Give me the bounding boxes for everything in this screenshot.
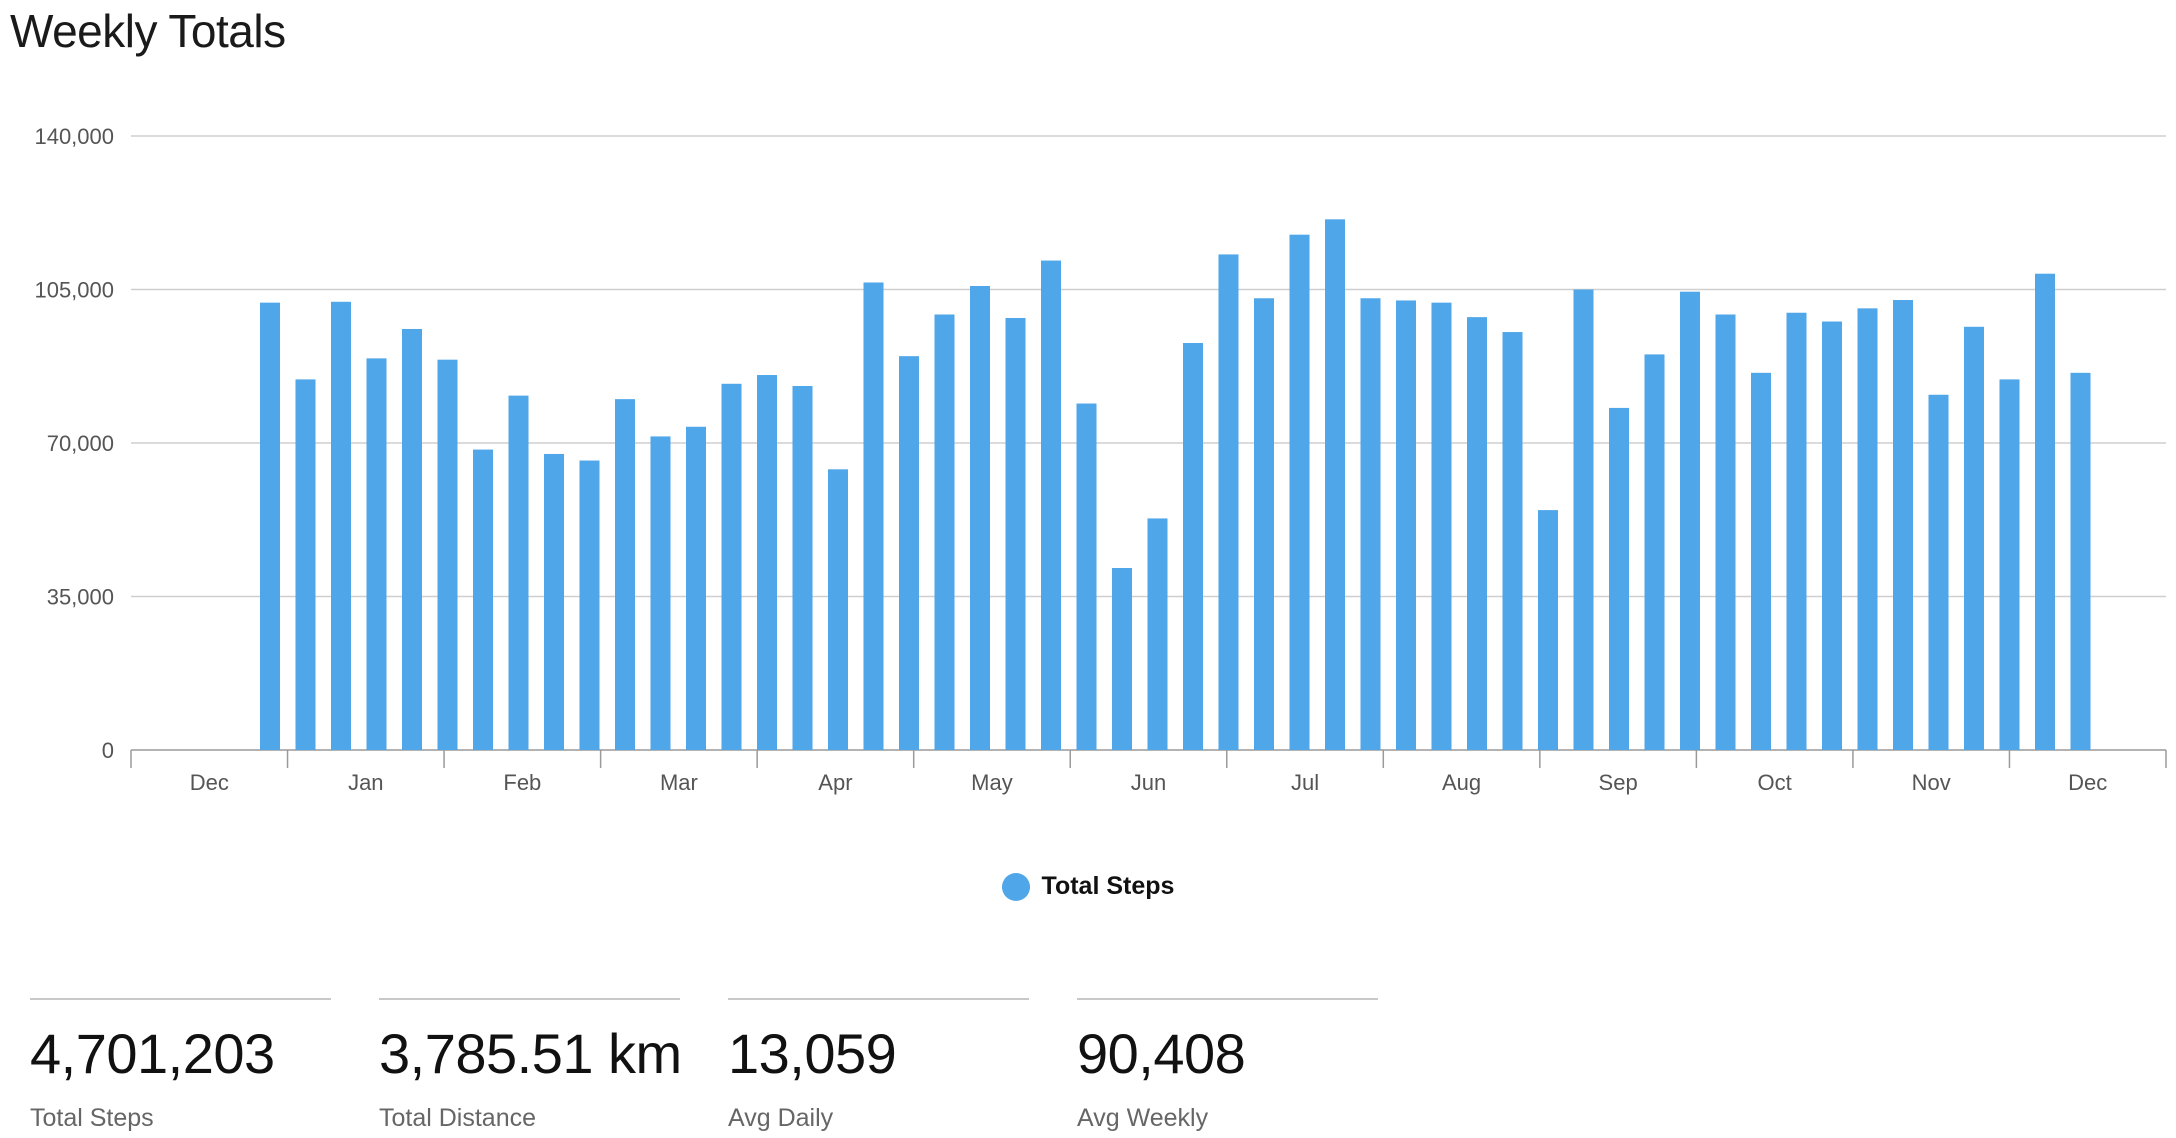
bar[interactable] [1325, 219, 1345, 751]
bar[interactable] [2035, 273, 2055, 750]
x-tick-label: Dec [190, 770, 229, 795]
x-tick-label: Aug [1442, 770, 1481, 795]
bar[interactable] [544, 453, 564, 750]
stat-value: 13,059 [728, 1022, 897, 1085]
stat-value: 90,408 [1077, 1022, 1246, 1085]
bar[interactable] [2070, 372, 2091, 750]
bar[interactable] [295, 379, 316, 750]
summary-stats: 4,701,203 Total Steps 3,785.51 km Total … [30, 998, 1426, 1133]
legend-swatch-icon [1001, 872, 1030, 901]
stat-label: Total Steps [30, 1104, 154, 1132]
stat-total-steps: 4,701,203 Total Steps [30, 998, 331, 1133]
bar[interactable] [792, 385, 813, 750]
bar[interactable] [1715, 314, 1736, 750]
bar[interactable] [1893, 300, 1913, 750]
bar[interactable] [1573, 289, 1594, 751]
bar[interactable] [721, 383, 742, 750]
x-tick-label: Apr [818, 770, 852, 795]
bar[interactable] [757, 375, 777, 750]
stat-label: Avg Weekly [1077, 1104, 1209, 1132]
x-tick-label: Jul [1291, 770, 1319, 795]
y-tick-label: 70,000 [47, 431, 114, 456]
bar[interactable] [970, 285, 990, 750]
bar[interactable] [1822, 321, 1842, 750]
weekly-steps-chart: 0 35,000 70,000 105,000 140,000 Dec Jan Feb Mar A… [34, 124, 2167, 795]
bar[interactable] [1502, 332, 1523, 750]
bar[interactable] [1218, 254, 1239, 750]
x-tick-label: Dec [2068, 770, 2107, 795]
stat-label: Total Distance [379, 1104, 537, 1132]
bar[interactable] [1928, 394, 1949, 750]
bar[interactable] [1538, 510, 1558, 750]
stat-avg-weekly: 90,408 Avg Weekly [1077, 998, 1378, 1133]
stat-value: 3,785.51 km [379, 1022, 682, 1085]
bar[interactable] [1396, 300, 1416, 750]
stat-avg-daily: 13,059 Avg Daily [728, 998, 1029, 1133]
bar[interactable] [1076, 403, 1097, 750]
legend-label: Total Steps [1041, 872, 1175, 900]
x-tick-label: Jan [348, 770, 383, 795]
bar[interactable] [899, 356, 919, 750]
chart-legend: Total Steps [0, 872, 2176, 901]
bar[interactable] [1857, 308, 1878, 750]
x-tick-label: Mar [660, 770, 698, 795]
bar[interactable] [437, 359, 458, 750]
x-tick-label: Oct [1758, 770, 1792, 795]
bar[interactable] [686, 426, 706, 750]
bar[interactable] [260, 302, 280, 750]
y-tick-label: 140,000 [34, 124, 114, 149]
bar[interactable] [828, 469, 848, 750]
x-tick-label: Sep [1599, 770, 1638, 795]
bar[interactable] [1005, 318, 1026, 750]
bar[interactable] [1112, 567, 1132, 750]
stat-total-distance: 3,785.51 km Total Distance [379, 998, 682, 1133]
bar[interactable] [1041, 260, 1061, 750]
bar[interactable] [1964, 326, 1984, 750]
bar[interactable] [508, 395, 529, 750]
y-tick-label: 105,000 [34, 278, 114, 303]
bar[interactable] [1431, 302, 1452, 750]
bar[interactable] [402, 328, 422, 750]
bar[interactable] [1680, 291, 1700, 750]
bar[interactable] [1360, 298, 1381, 750]
bar[interactable] [1467, 317, 1487, 750]
y-tick-label: 0 [102, 738, 114, 763]
bar[interactable] [1609, 407, 1629, 750]
bar[interactable] [1289, 234, 1310, 750]
x-tick-label: Jun [1131, 770, 1166, 795]
stat-value: 4,701,203 [30, 1022, 275, 1085]
legend-item-total-steps[interactable]: Total Steps [1001, 872, 1175, 901]
bar[interactable] [650, 436, 671, 750]
bar[interactable] [1147, 518, 1168, 750]
bar[interactable] [1644, 354, 1665, 750]
stat-label: Avg Daily [728, 1104, 834, 1132]
bar[interactable] [366, 358, 387, 750]
bar[interactable] [934, 314, 955, 750]
bar[interactable] [1786, 312, 1807, 750]
x-tick-label: May [971, 770, 1013, 795]
bar[interactable] [1254, 298, 1274, 750]
bar[interactable] [1183, 343, 1203, 750]
bar[interactable] [473, 449, 493, 750]
bar[interactable] [331, 301, 351, 750]
bar[interactable] [579, 460, 600, 750]
bar[interactable] [863, 282, 884, 750]
bar[interactable] [615, 399, 635, 750]
bar[interactable] [1999, 379, 2020, 750]
x-tick-label: Nov [1912, 770, 1951, 795]
y-tick-label: 35,000 [47, 585, 114, 610]
x-tick-label: Feb [503, 770, 541, 795]
bar[interactable] [1751, 372, 1771, 750]
page-title: Weekly Totals [10, 5, 286, 57]
